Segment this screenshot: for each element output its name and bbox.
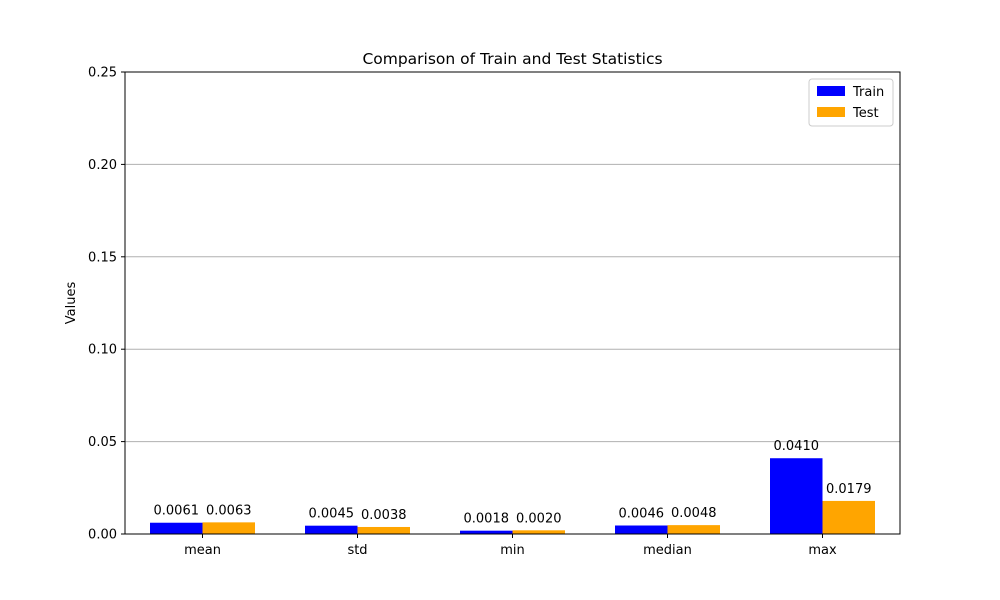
bar-test-mean bbox=[202, 522, 255, 534]
bar-train-min bbox=[460, 530, 513, 534]
bar-value-label: 0.0410 bbox=[774, 439, 820, 454]
x-tick-label: min bbox=[500, 543, 525, 558]
y-tick-label: 0.15 bbox=[88, 250, 117, 265]
x-tick-label: median bbox=[643, 543, 692, 558]
x-tick-label: mean bbox=[184, 543, 221, 558]
y-axis-label: Values bbox=[64, 282, 79, 325]
bar-train-max bbox=[770, 458, 823, 534]
bar-value-label: 0.0020 bbox=[516, 511, 562, 526]
bar-test-max bbox=[822, 500, 875, 534]
y-tick-label: 0.10 bbox=[88, 343, 117, 358]
bar-train-std bbox=[305, 525, 358, 534]
x-tick-label: std bbox=[347, 543, 367, 558]
bar-value-label: 0.0046 bbox=[619, 506, 665, 521]
bar-value-label: 0.0048 bbox=[671, 506, 717, 521]
legend: Train Test bbox=[808, 78, 894, 127]
bar-value-label: 0.0061 bbox=[154, 504, 200, 519]
bar-value-label: 0.0179 bbox=[826, 482, 872, 497]
bar-test-median bbox=[667, 525, 720, 534]
legend-label-test: Test bbox=[852, 106, 879, 121]
legend-swatch-train bbox=[817, 86, 845, 96]
bar-value-label: 0.0018 bbox=[464, 512, 510, 527]
bar-train-median bbox=[615, 525, 668, 534]
bar-train-mean bbox=[150, 522, 203, 534]
bar-value-label: 0.0045 bbox=[309, 507, 355, 522]
bar-test-min bbox=[512, 530, 565, 534]
x-tick-label: max bbox=[808, 543, 837, 558]
y-tick-label: 0.25 bbox=[88, 66, 117, 81]
gridlines bbox=[125, 163, 900, 443]
bar-value-label: 0.0063 bbox=[206, 503, 252, 518]
bars: 0.0061 0.0063 0.0045 0.0038 0.0018 0.0020 0.00… bbox=[150, 439, 875, 534]
y-tick-label: 0.20 bbox=[88, 158, 117, 173]
chart-title: Comparison of Train and Test Statistics bbox=[362, 50, 662, 68]
bar-value-label: 0.0038 bbox=[361, 508, 407, 523]
y-tick-label: 0.00 bbox=[88, 528, 117, 543]
y-tick-label: 0.05 bbox=[88, 435, 117, 450]
bar-test-std bbox=[357, 526, 410, 534]
legend-swatch-test bbox=[817, 107, 845, 117]
axes: 0.00 0.05 0.10 0.15 0.20 0.25 mean std min median… bbox=[88, 66, 837, 559]
legend-label-train: Train bbox=[852, 85, 884, 100]
